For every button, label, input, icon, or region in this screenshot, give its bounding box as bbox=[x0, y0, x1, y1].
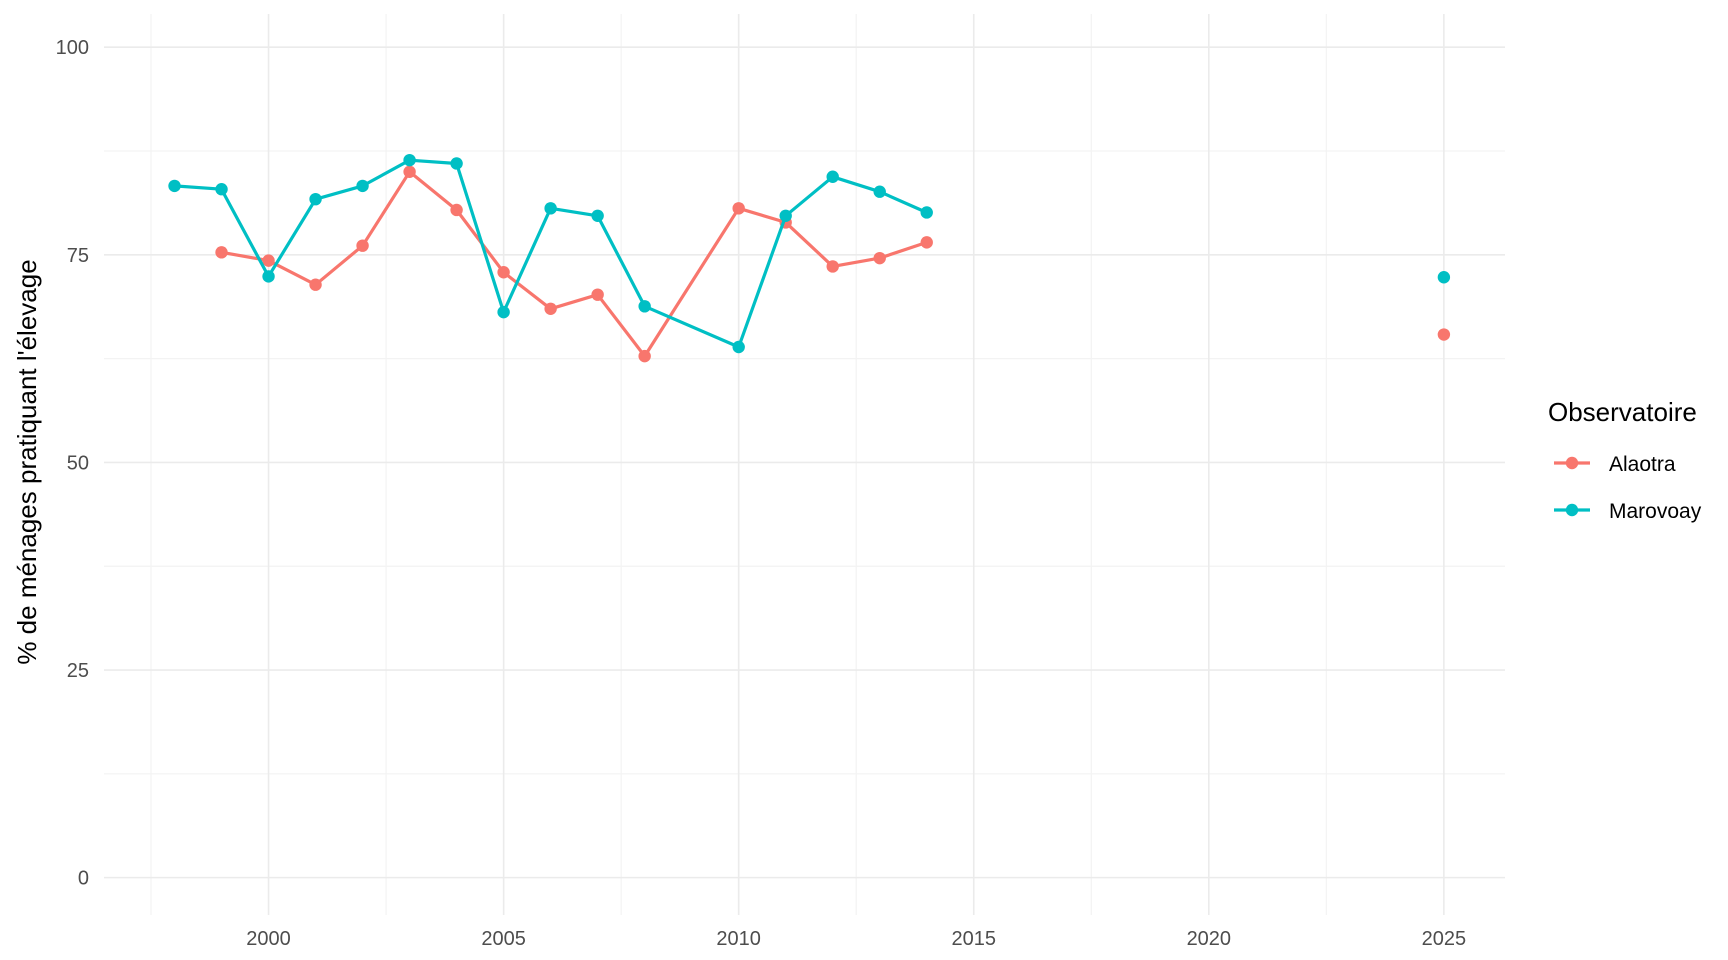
data-point bbox=[732, 202, 745, 215]
data-point bbox=[732, 340, 745, 354]
data-point bbox=[403, 165, 416, 178]
legend-item-marovoay: Marovoay bbox=[1554, 500, 1702, 523]
data-point bbox=[544, 202, 557, 215]
legend-title: Observatoire bbox=[1548, 397, 1697, 427]
x-tick-label: 2005 bbox=[481, 928, 526, 950]
data-point bbox=[262, 254, 275, 267]
data-point bbox=[450, 157, 463, 170]
series-line bbox=[219, 170, 929, 358]
legend: Observatoire Alaotra Marovoay bbox=[1548, 397, 1702, 523]
data-point bbox=[403, 153, 416, 167]
data-point bbox=[591, 288, 604, 301]
y-tick-label: 25 bbox=[67, 660, 89, 682]
data-point bbox=[356, 179, 369, 193]
data-point bbox=[215, 246, 228, 259]
data-point bbox=[638, 349, 651, 363]
data-point bbox=[779, 209, 792, 222]
data-point bbox=[826, 260, 839, 273]
data-point bbox=[544, 302, 557, 315]
data-point bbox=[826, 170, 839, 183]
x-tick-label: 2000 bbox=[246, 928, 291, 950]
x-tick-label: 2025 bbox=[1422, 928, 1467, 950]
series-marovoay bbox=[168, 153, 1451, 354]
legend-label: Alaotra bbox=[1609, 453, 1676, 476]
series-layer bbox=[168, 153, 1451, 363]
data-point bbox=[920, 236, 933, 249]
y-axis-tick-labels: 0 25 50 75 100 bbox=[56, 37, 89, 889]
y-tick-label: 50 bbox=[67, 452, 89, 474]
legend-key-point bbox=[1565, 503, 1579, 517]
x-tick-label: 2020 bbox=[1187, 928, 1232, 950]
data-point bbox=[168, 179, 181, 193]
x-tick-label: 2010 bbox=[716, 928, 761, 950]
series-alaotra bbox=[215, 165, 1451, 363]
data-point bbox=[638, 300, 651, 313]
data-point bbox=[873, 185, 886, 198]
data-point bbox=[920, 206, 933, 219]
grid-lines bbox=[104, 14, 1505, 915]
data-point bbox=[309, 192, 322, 206]
legend-item-alaotra: Alaotra bbox=[1554, 453, 1676, 476]
y-tick-label: 75 bbox=[67, 245, 89, 267]
y-axis-title: % de ménages pratiquant l'élevage bbox=[12, 259, 42, 664]
data-point bbox=[873, 251, 886, 265]
data-point bbox=[591, 209, 604, 222]
data-point bbox=[497, 305, 510, 319]
data-point bbox=[356, 239, 369, 252]
data-point bbox=[1437, 328, 1451, 341]
data-point bbox=[262, 270, 275, 283]
x-tick-label: 2015 bbox=[951, 928, 996, 950]
data-point bbox=[450, 203, 463, 217]
x-axis-tick-labels: 2000 2005 2010 2015 2020 2025 bbox=[246, 928, 1466, 950]
legend-label: Marovoay bbox=[1609, 500, 1702, 523]
data-point bbox=[1437, 271, 1451, 284]
data-point bbox=[309, 278, 322, 291]
series-line bbox=[172, 158, 929, 349]
data-point bbox=[497, 266, 510, 279]
y-tick-label: 0 bbox=[78, 868, 89, 890]
legend-key-point bbox=[1565, 456, 1579, 470]
y-tick-label: 100 bbox=[56, 37, 89, 59]
data-point bbox=[215, 183, 228, 196]
